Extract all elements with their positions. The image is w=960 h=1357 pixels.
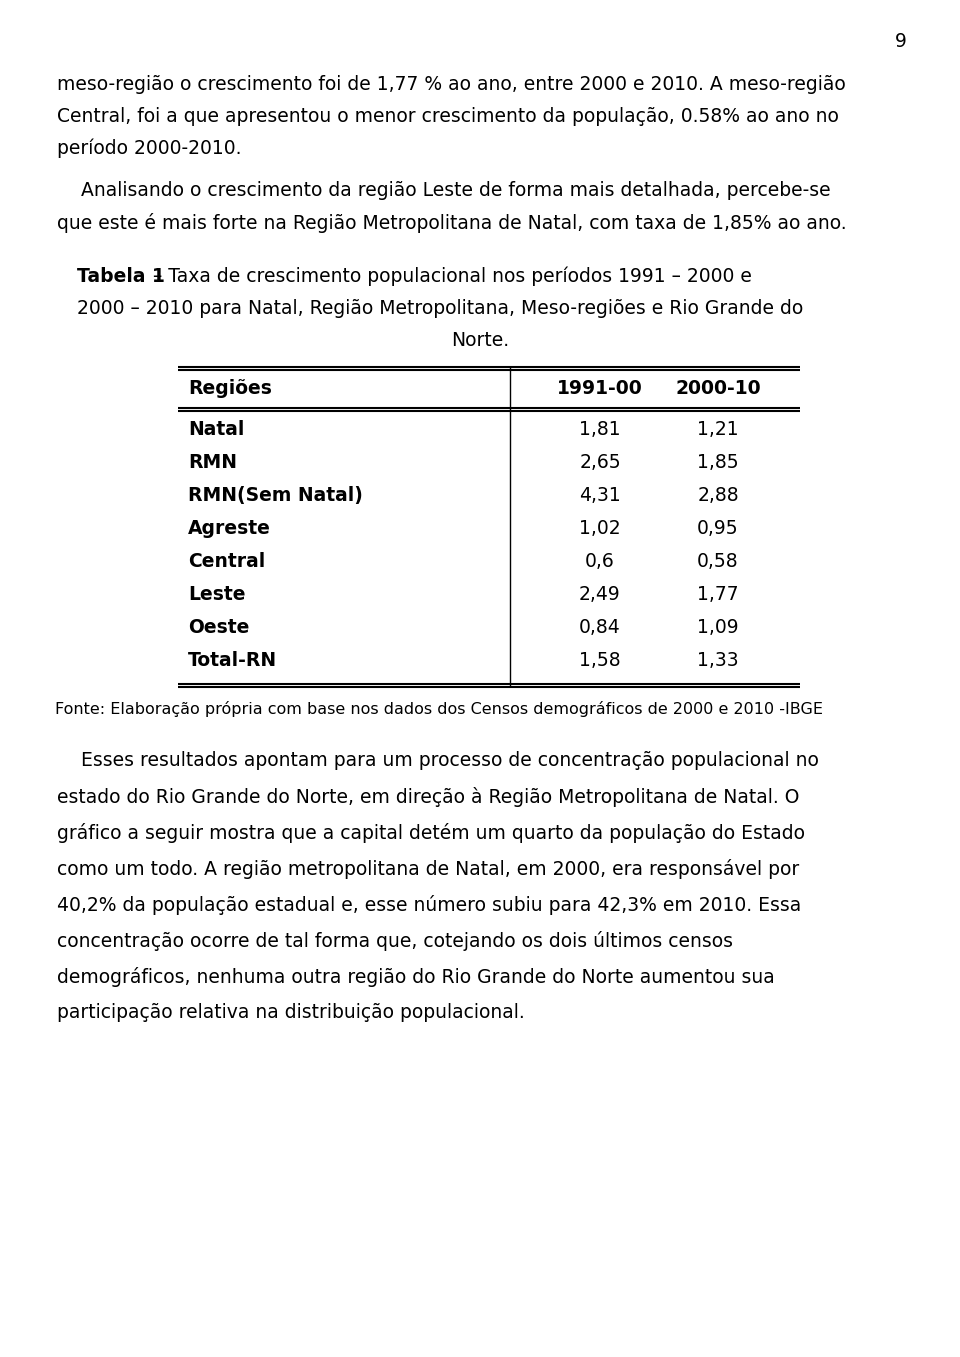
Text: Leste: Leste [188,585,246,604]
Text: 2,49: 2,49 [579,585,621,604]
Text: Analisando o crescimento da região Leste de forma mais detalhada, percebe-se: Analisando o crescimento da região Leste… [57,180,830,199]
Text: gráfico a seguir mostra que a capital detém um quarto da população do Estado: gráfico a seguir mostra que a capital de… [57,822,805,843]
Text: Total-RN: Total-RN [188,651,277,670]
Text: como um todo. A região metropolitana de Natal, em 2000, era responsável por: como um todo. A região metropolitana de … [57,859,800,879]
Text: RMN(Sem Natal): RMN(Sem Natal) [188,486,363,505]
Text: Central, foi a que apresentou o menor crescimento da população, 0.58% ao ano no: Central, foi a que apresentou o menor cr… [57,107,839,126]
Text: Agreste: Agreste [188,518,271,537]
Text: 1,58: 1,58 [579,651,621,670]
Text: – Taxa de crescimento populacional nos períodos 1991 – 2000 e: – Taxa de crescimento populacional nos p… [147,267,752,286]
Text: 1,77: 1,77 [697,585,739,604]
Text: demográficos, nenhuma outra região do Rio Grande do Norte aumentou sua: demográficos, nenhuma outra região do Ri… [57,968,775,987]
Text: Norte.: Norte. [451,331,509,350]
Text: estado do Rio Grande do Norte, em direção à Região Metropolitana de Natal. O: estado do Rio Grande do Norte, em direçã… [57,787,800,807]
Text: 1,85: 1,85 [697,453,739,472]
Text: 40,2% da população estadual e, esse número subiu para 42,3% em 2010. Essa: 40,2% da população estadual e, esse núme… [57,896,802,915]
Text: 2000-10: 2000-10 [675,379,761,398]
Text: RMN: RMN [188,453,237,472]
Text: 2,88: 2,88 [697,486,739,505]
Text: período 2000-2010.: período 2000-2010. [57,138,242,159]
Text: 0,84: 0,84 [579,617,621,636]
Text: 0,58: 0,58 [697,552,739,571]
Text: 1,02: 1,02 [579,518,621,537]
Text: 1,21: 1,21 [697,421,739,440]
Text: 0,6: 0,6 [586,552,614,571]
Text: Natal: Natal [188,421,245,440]
Text: Central: Central [188,552,265,571]
Text: 1991-00: 1991-00 [557,379,643,398]
Text: 1,33: 1,33 [697,651,739,670]
Text: Oeste: Oeste [188,617,250,636]
Text: 4,31: 4,31 [579,486,621,505]
Text: que este é mais forte na Região Metropolitana de Natal, com taxa de 1,85% ao ano: que este é mais forte na Região Metropol… [57,213,847,233]
Text: 0,95: 0,95 [697,518,739,537]
Text: Esses resultados apontam para um processo de concentração populacional no: Esses resultados apontam para um process… [57,750,819,769]
Text: 2000 – 2010 para Natal, Região Metropolitana, Meso-regiões e Rio Grande do: 2000 – 2010 para Natal, Região Metropoli… [77,299,804,318]
Text: 9: 9 [895,33,907,52]
Text: 1,09: 1,09 [697,617,739,636]
Text: 1,81: 1,81 [579,421,621,440]
Text: concentração ocorre de tal forma que, cotejando os dois últimos censos: concentração ocorre de tal forma que, co… [57,931,733,951]
Text: 2,65: 2,65 [579,453,621,472]
Text: Regiões: Regiões [188,379,272,398]
Text: Fonte: Elaboração própria com base nos dados dos Censos demográficos de 2000 e 2: Fonte: Elaboração própria com base nos d… [55,702,823,716]
Text: Tabela 1: Tabela 1 [77,267,165,286]
Text: participação relativa na distribuição populacional.: participação relativa na distribuição po… [57,1003,525,1022]
Text: meso-região o crescimento foi de 1,77 % ao ano, entre 2000 e 2010. A meso-região: meso-região o crescimento foi de 1,77 % … [57,75,846,94]
